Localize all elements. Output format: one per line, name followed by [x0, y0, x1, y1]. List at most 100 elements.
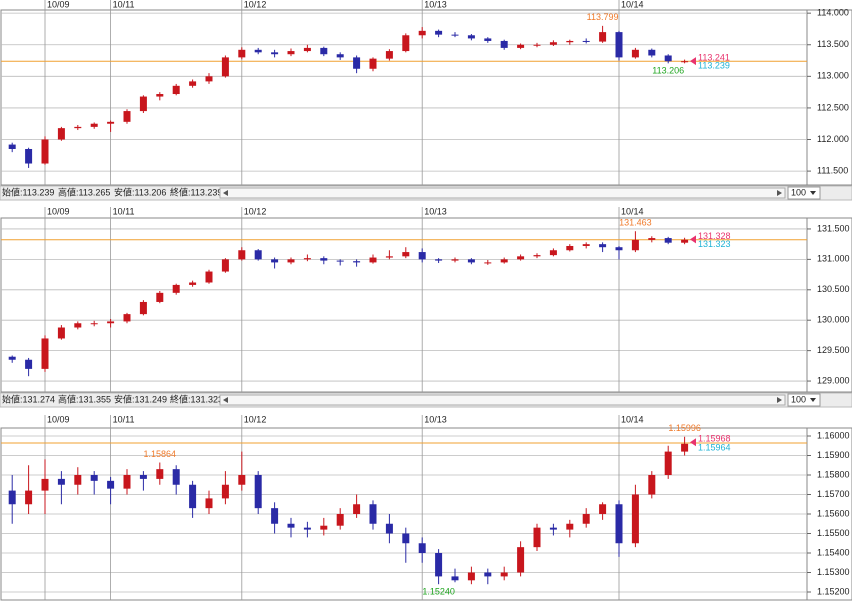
zoom-arrow[interactable] [810, 398, 816, 402]
candle-body [221, 484, 229, 499]
candle-body [238, 250, 246, 260]
candle-body [205, 271, 213, 283]
y-tick-label: 112.500 [817, 102, 849, 112]
candle-body [287, 259, 295, 263]
quote-label: 131.328 [698, 231, 731, 241]
candle-body [238, 49, 246, 58]
candle-body [254, 250, 262, 260]
candle-body [369, 58, 377, 69]
y-tick-label: 111.500 [817, 165, 848, 175]
scroll-left[interactable] [223, 397, 228, 403]
candle-body [467, 259, 475, 263]
candle-body [8, 144, 16, 149]
zoom-value[interactable]: 100 [791, 394, 806, 404]
candle-body [451, 259, 459, 261]
extreme-label: 1.15864 [144, 449, 177, 459]
candle-body [189, 484, 197, 509]
y-tick-label: 131.000 [817, 254, 850, 264]
candle-body [139, 96, 147, 112]
y-tick-label: 130.500 [817, 284, 850, 294]
date-label: 10/09 [47, 0, 70, 9]
candle-body [353, 57, 361, 69]
scrollbar[interactable] [219, 394, 786, 406]
candle-body [172, 85, 180, 95]
quote-label: 131.323 [698, 239, 731, 249]
candle-body [336, 260, 344, 262]
candle-body [517, 256, 525, 260]
candle-body [369, 504, 377, 524]
candle-body [435, 30, 443, 35]
status-value: 高値:113.265 [58, 186, 110, 197]
date-label: 10/11 [113, 206, 135, 216]
candle-body [139, 474, 147, 479]
candle-body [435, 259, 443, 261]
candle-body [500, 572, 508, 577]
scroll-left[interactable] [223, 190, 228, 196]
quote-marker [690, 438, 696, 447]
candle-body [451, 576, 459, 581]
candle-body [599, 244, 607, 248]
status-value: 終値:131.323 [170, 393, 223, 404]
y-tick-label: 130.000 [817, 315, 850, 325]
scroll-right[interactable] [777, 190, 782, 196]
y-tick-label: 113.000 [817, 71, 849, 81]
date-label: 10/09 [47, 414, 70, 424]
y-tick-label: 129.000 [817, 375, 850, 385]
candle-body [681, 239, 689, 243]
extreme-label: 1.15996 [668, 423, 701, 433]
candle-body [320, 258, 328, 261]
candle-body [402, 252, 410, 257]
candle-body [107, 321, 115, 324]
date-label: 10/14 [621, 206, 644, 216]
scrollbar[interactable] [219, 187, 786, 199]
quote-label: 113.239 [698, 61, 730, 71]
candle-body [303, 527, 311, 530]
candle-body [156, 292, 164, 302]
candle-body [681, 61, 689, 63]
candle-body [566, 523, 574, 530]
candle-body [631, 494, 639, 544]
zoom-arrow[interactable] [810, 191, 816, 195]
zoom-value[interactable]: 100 [791, 187, 806, 197]
y-tick-label: 1.15900 [817, 450, 850, 460]
candle-body [533, 44, 541, 46]
candle-body [467, 35, 475, 39]
candle-body [500, 259, 508, 263]
extreme-label: 113.799 [587, 12, 619, 22]
candle-body [566, 40, 574, 43]
candle-body [664, 451, 672, 475]
candle-body [320, 525, 328, 530]
candle-body [533, 255, 541, 257]
candle-body [369, 257, 377, 263]
zoom-select[interactable] [787, 186, 821, 200]
y-tick-label: 1.15300 [817, 567, 850, 577]
candle-body [303, 258, 311, 260]
candle-body [139, 301, 147, 315]
date-label: 10/12 [244, 414, 267, 424]
candle-body [549, 527, 557, 530]
candle-body [25, 490, 33, 505]
plot-frame [0, 217, 852, 393]
candle-body [385, 523, 393, 534]
candle-body [517, 547, 525, 573]
y-tick-label: 1.15400 [817, 547, 850, 557]
candle-body [74, 126, 82, 129]
candle-body [271, 259, 279, 263]
candle-body [172, 469, 180, 485]
candle-body [648, 238, 656, 240]
status-value: 安値:113.206 [114, 186, 166, 197]
y-tick-label: 1.15500 [817, 528, 850, 538]
extreme-label: 113.206 [652, 66, 684, 76]
candle-body [681, 443, 689, 452]
date-label: 10/12 [244, 206, 267, 216]
y-tick-label: 129.500 [817, 345, 850, 355]
zoom-select[interactable] [787, 393, 821, 407]
candle-body [599, 504, 607, 514]
scroll-right[interactable] [777, 397, 782, 403]
candle-body [385, 256, 393, 258]
candle-body [336, 514, 344, 526]
candle-body [599, 32, 607, 42]
candle-body [582, 514, 590, 524]
candle-body [41, 338, 49, 369]
